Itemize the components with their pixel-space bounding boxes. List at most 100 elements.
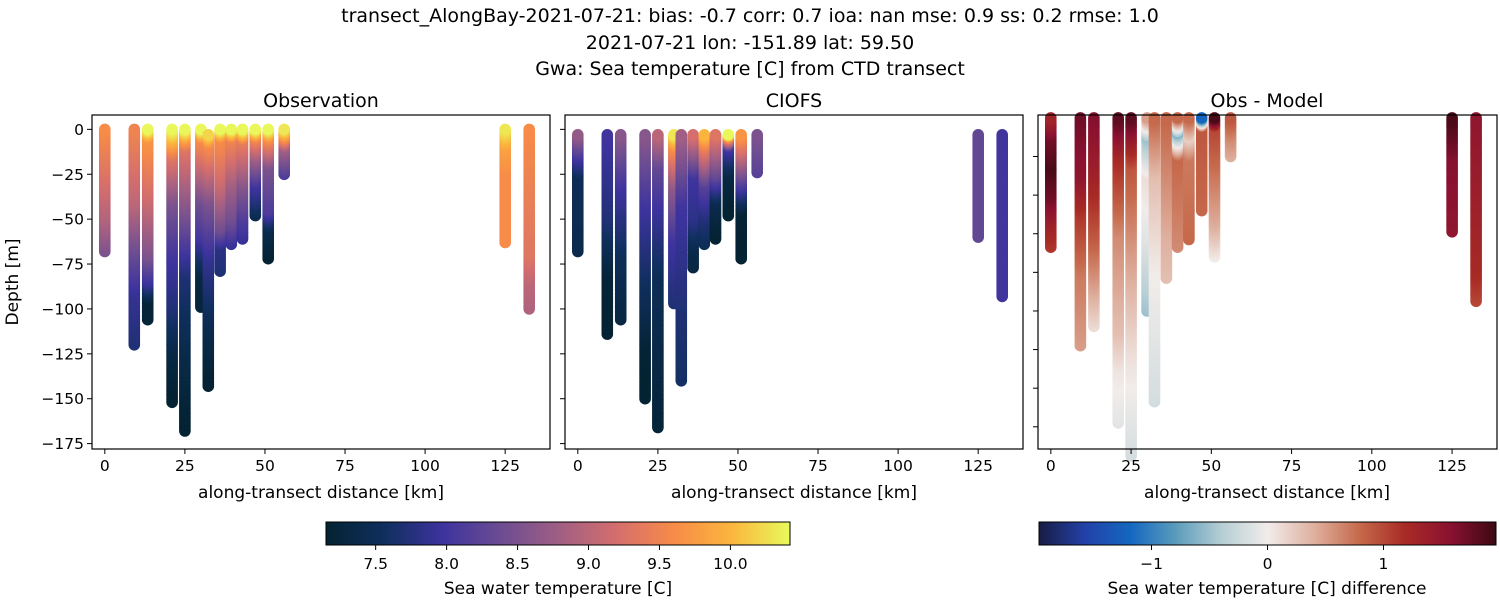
x-tick-label: 0	[573, 457, 583, 475]
profile-125km	[499, 123, 512, 249]
data-point	[214, 123, 226, 136]
profile-32.3km	[675, 129, 688, 387]
data-point	[1224, 112, 1237, 124]
profile-0km	[99, 123, 111, 258]
data-point	[972, 129, 984, 141]
profile-51km	[1208, 112, 1221, 263]
data-point	[1088, 112, 1100, 124]
data-point	[499, 123, 512, 136]
colorbar-thermal: 7.5 8.0 8.5 9.0 9.5 10.0	[325, 521, 791, 573]
profile-9.2km	[128, 123, 141, 351]
panel-title-ciofs: CIOFS	[766, 90, 822, 112]
profile-56km	[278, 123, 291, 181]
profile-56km	[751, 129, 763, 179]
x-tick-label: 50	[728, 457, 748, 475]
profile-43km	[709, 129, 722, 245]
profile-56km	[1224, 112, 1237, 163]
x-tick-label: 75	[808, 457, 828, 475]
colorbar-label-difference: Sea water temperature [C] difference	[1107, 579, 1426, 599]
colorbar-tick-label: −1	[1140, 555, 1163, 573]
y-tick-label: −125	[41, 345, 84, 363]
data-point	[278, 123, 291, 136]
data-point	[1074, 112, 1087, 124]
profile-25km	[652, 129, 664, 434]
data-point	[675, 129, 688, 141]
data-point	[1112, 112, 1124, 124]
data-point	[1208, 112, 1221, 124]
figure-title-line2: 2021-07-21 lon: -151.89 lat: 59.50	[586, 32, 914, 54]
data-point	[698, 129, 711, 141]
data-point	[1446, 112, 1458, 124]
y-tick-label: −50	[51, 211, 84, 229]
data-point	[751, 129, 763, 141]
profile-132.5km	[996, 129, 1008, 303]
y-tick-label: −100	[41, 300, 84, 318]
data-point	[236, 123, 249, 136]
x-tick-label: 0	[100, 457, 110, 475]
profile-36km	[1160, 112, 1173, 284]
profile-32.3km	[1148, 112, 1161, 408]
profile-39.5km	[225, 123, 238, 251]
data-point	[614, 129, 627, 141]
colorbar-gradient	[325, 521, 791, 546]
data-point	[1183, 112, 1195, 124]
profile-47km	[722, 129, 735, 222]
x-tick-label: 0	[1046, 457, 1056, 475]
colorbar-label-temperature: Sea water temperature [C]	[444, 579, 672, 599]
colorbar-tick-label: 9.0	[576, 555, 601, 573]
panel-3: 0 25 50 75 100 125	[1033, 112, 1498, 475]
data-point	[99, 123, 111, 136]
x-tick-label: 125	[1437, 457, 1467, 475]
data-point	[202, 129, 215, 141]
colorbar-tick-label: 8.0	[434, 555, 459, 573]
colorbar-balance: −1 0 1	[1038, 521, 1497, 573]
profile-25km	[1125, 112, 1137, 462]
data-point	[709, 129, 722, 141]
x-tick-label: 50	[255, 457, 275, 475]
data-point	[1148, 112, 1161, 124]
profile-132.5km	[1470, 112, 1482, 308]
y-tick-label: −75	[51, 256, 84, 274]
data-point	[1125, 112, 1137, 124]
figure-title-line1: transect_AlongBay-2021-07-21: bias: -0.7…	[341, 5, 1159, 27]
x-axis-label-ciofs: along-transect distance [km]	[671, 483, 917, 503]
x-tick-label: 25	[648, 457, 668, 475]
profile-0km	[1045, 112, 1057, 253]
data-point	[141, 123, 154, 136]
data-point	[262, 123, 275, 136]
profile-13.4km	[1088, 112, 1100, 333]
profile-132.5km	[523, 123, 535, 315]
axes-frame	[564, 114, 1024, 450]
x-tick-label: 100	[883, 457, 913, 475]
y-axis-label: Depth [m]	[3, 238, 23, 325]
colorbar-tick-label: 10.0	[713, 555, 748, 573]
x-tick-label: 75	[1282, 457, 1302, 475]
colorbar-tick-label: 7.5	[363, 555, 388, 573]
data-point	[1160, 112, 1173, 124]
profile-51km	[735, 129, 747, 265]
data-point	[687, 129, 699, 141]
data-point	[523, 123, 535, 136]
x-tick-label: 125	[963, 457, 993, 475]
panel-title-obs-minus-model: Obs - Model	[1211, 90, 1324, 112]
x-tick-label: 100	[410, 457, 440, 475]
figure-title-line3: Gwa: Sea temperature [C] from CTD transe…	[535, 58, 965, 80]
colorbar-tick-label: 8.5	[505, 555, 530, 573]
x-tick-label: 50	[1201, 457, 1221, 475]
colorbar-tick-label: 9.5	[647, 555, 672, 573]
colorbar-gradient	[1038, 521, 1497, 546]
profile-125km	[972, 129, 984, 243]
axes-frame	[1037, 114, 1498, 450]
profile-47km	[1195, 112, 1208, 217]
x-axis-label-obs-minus-model: along-transect distance [km]	[1144, 483, 1390, 503]
profile-9.2km	[601, 129, 614, 340]
x-tick-label: 25	[175, 457, 195, 475]
x-tick-label: 75	[335, 457, 355, 475]
data-point	[1470, 112, 1482, 124]
data-point	[166, 123, 178, 136]
profile-39.5km	[1171, 112, 1184, 253]
profile-9.2km	[1074, 112, 1087, 352]
profile-51km	[262, 123, 275, 265]
profile-47km	[249, 123, 262, 222]
profile-0km	[572, 129, 584, 258]
